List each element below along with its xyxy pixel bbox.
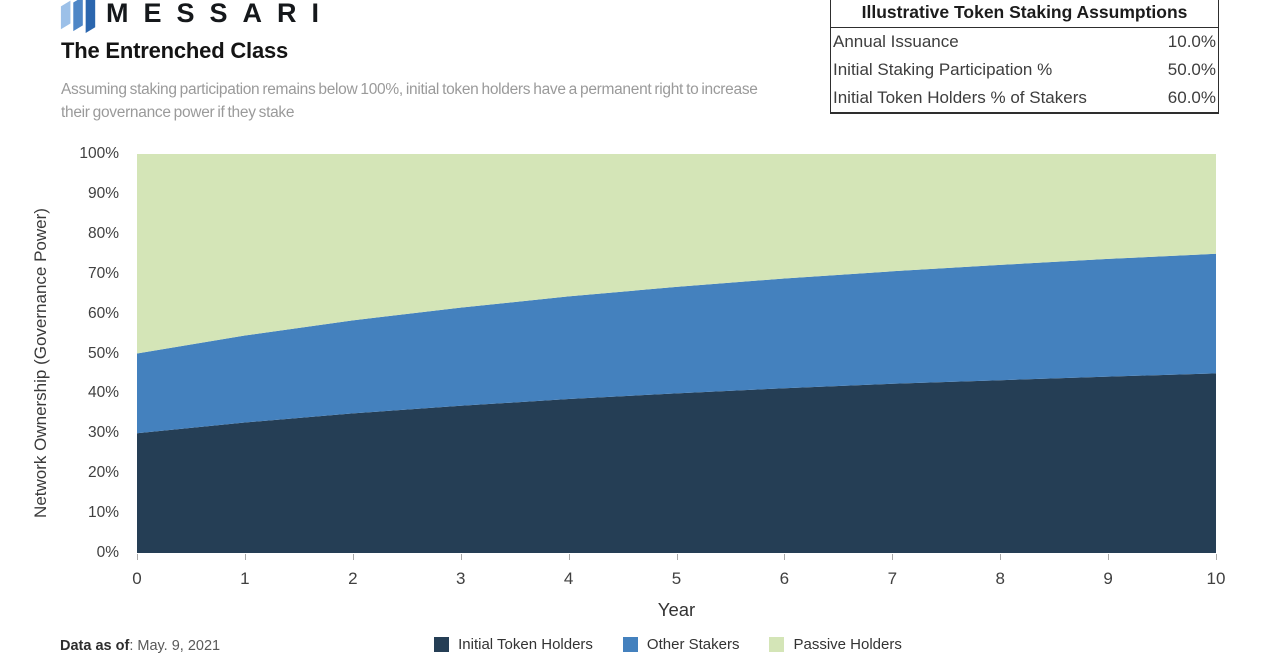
legend-label: Passive Holders xyxy=(793,636,902,653)
x-tick-label: 9 xyxy=(1103,569,1113,588)
y-tick-label: 80% xyxy=(87,224,119,242)
table-row: Initial Staking Participation % 50.0% xyxy=(831,56,1218,84)
assumptions-table: Illustrative Token Staking Assumptions A… xyxy=(830,0,1219,114)
data-as-of-value: : May. 9, 2021 xyxy=(129,638,221,654)
messari-logo: MESSARI xyxy=(60,0,334,33)
x-tick-label: 4 xyxy=(563,569,574,588)
x-tick-mark xyxy=(352,554,354,560)
y-tick-label: 90% xyxy=(87,184,119,202)
x-tick-mark xyxy=(1216,554,1217,560)
data-as-of: Data as of: May. 9, 2021 xyxy=(60,638,220,654)
stacked-area-plot xyxy=(137,154,1216,553)
x-tick-mark xyxy=(244,554,246,560)
x-tick-mark xyxy=(892,554,894,560)
x-tick-label: 6 xyxy=(779,569,790,588)
x-tick-mark xyxy=(568,554,570,560)
x-tick-label: 8 xyxy=(995,569,1005,588)
y-tick-label: 40% xyxy=(87,384,119,402)
y-tick-label: 50% xyxy=(87,344,119,362)
data-as-of-label: Data as of xyxy=(60,638,130,654)
x-tick-mark xyxy=(784,554,786,560)
legend-swatch xyxy=(622,637,638,652)
x-tick-mark xyxy=(137,554,138,560)
legend-swatch xyxy=(434,637,450,652)
x-tick-label: 3 xyxy=(455,569,466,588)
row-label: Annual Issuance xyxy=(833,32,959,51)
row-label: Initial Token Holders % of Stakers xyxy=(833,88,1087,107)
page-title: The Entrenched Class xyxy=(61,38,289,63)
assumptions-table-title: Illustrative Token Staking Assumptions xyxy=(831,0,1218,28)
area-other-stakers xyxy=(137,253,1216,434)
messari-logo-icon xyxy=(60,0,96,33)
x-tick-label: 0 xyxy=(132,569,142,588)
area-initial-token-holders xyxy=(137,373,1216,553)
legend-label: Other Stakers xyxy=(646,636,740,653)
legend-item-other-stakers: Other Stakers xyxy=(622,636,740,653)
chart-legend: Initial Token Holders Other Stakers Passiv… xyxy=(0,636,1280,653)
x-tick-mark xyxy=(676,554,678,560)
y-tick-label: 70% xyxy=(87,264,119,282)
row-value: 50.0% xyxy=(1167,60,1216,79)
x-tick-mark xyxy=(1000,554,1002,560)
x-tick-label: 7 xyxy=(887,569,898,588)
x-axis-title: Year xyxy=(657,599,696,620)
y-tick-label: 20% xyxy=(87,464,119,482)
brand-wordmark: MESSARI xyxy=(106,0,335,28)
y-tick-label: 60% xyxy=(87,304,119,322)
y-tick-label: 30% xyxy=(87,424,119,442)
legend-item-initial-token-holders: Initial Token Holders xyxy=(434,636,593,653)
row-value: 60.0% xyxy=(1167,88,1216,107)
x-tick-label: 2 xyxy=(348,569,358,588)
area-passive-holders xyxy=(137,154,1216,354)
legend-item-passive-holders: Passive Holders xyxy=(769,636,902,653)
legend-label: Initial Token Holders xyxy=(458,636,593,653)
legend-swatch xyxy=(769,637,785,652)
y-tick-label: 0% xyxy=(96,544,119,561)
x-tick-label: 10 xyxy=(1206,569,1226,588)
x-tick-mark xyxy=(460,554,462,560)
chart-subtitle: Assuming staking participation remains b… xyxy=(61,81,758,121)
row-label: Initial Staking Participation % xyxy=(833,60,1053,79)
x-tick-label: 5 xyxy=(671,569,682,588)
table-row: Initial Token Holders % of Stakers 60.0% xyxy=(831,84,1218,112)
y-tick-label: 10% xyxy=(87,504,119,522)
table-row: Annual Issuance 10.0% xyxy=(831,28,1218,56)
x-tick-label: 1 xyxy=(240,569,250,588)
y-tick-label: 100% xyxy=(79,145,119,162)
row-value: 10.0% xyxy=(1167,32,1216,51)
x-tick-mark xyxy=(1108,554,1110,560)
y-axis-title: Network Ownership (Governance Power) xyxy=(31,208,50,518)
